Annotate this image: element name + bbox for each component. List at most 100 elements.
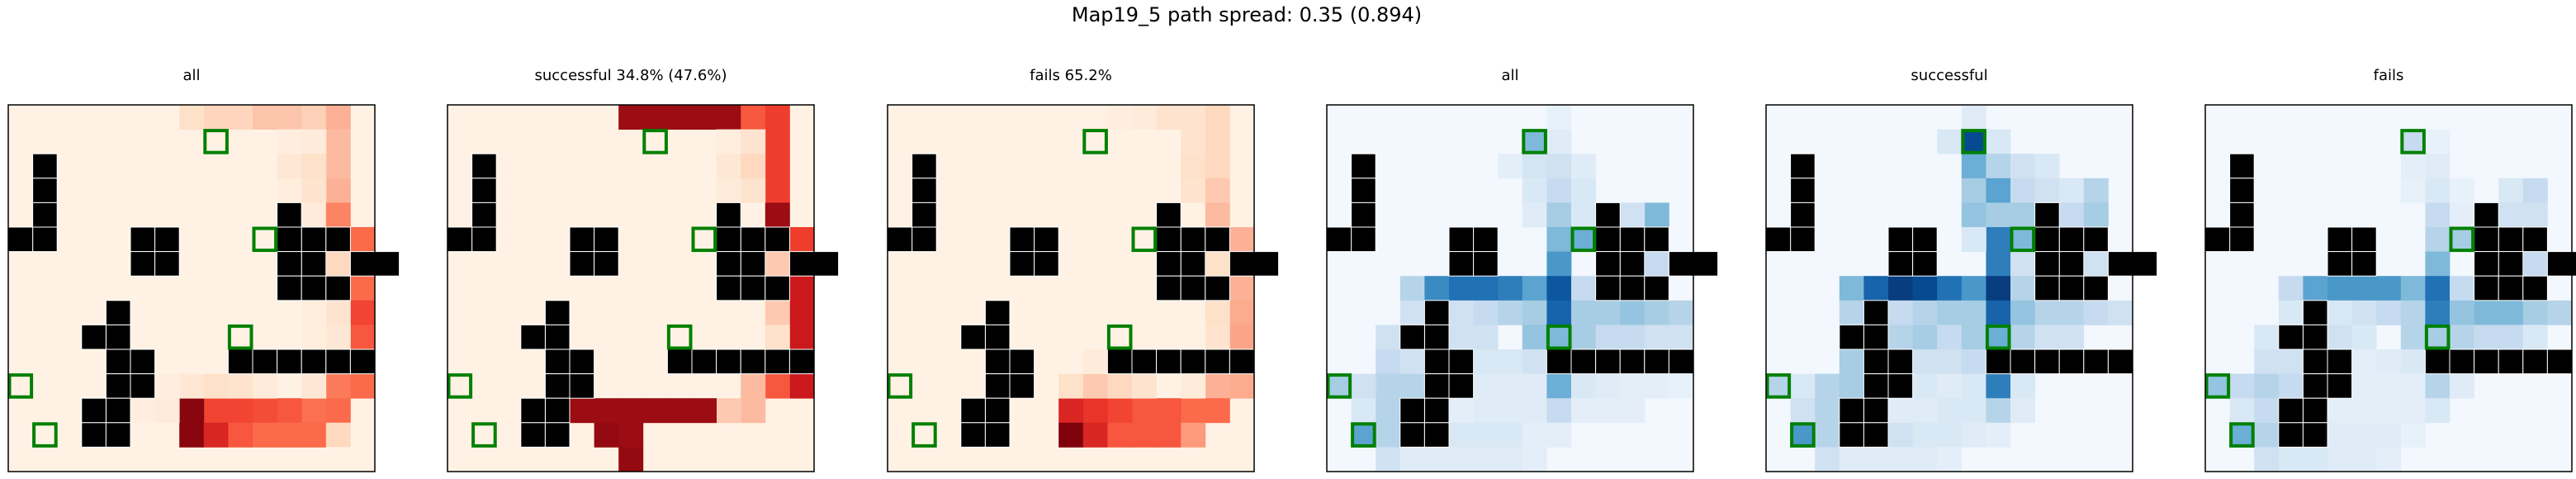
heat-cell — [1986, 422, 2011, 448]
heat-cell — [1473, 447, 1499, 472]
heat-cell — [1839, 447, 1864, 472]
heat-cell — [1571, 325, 1596, 350]
heat-cell — [1986, 129, 2011, 154]
wall-cell — [1205, 275, 1230, 301]
wall-cell — [544, 373, 571, 399]
wall-cell — [81, 397, 107, 424]
heat-cell — [1790, 373, 1816, 399]
heat-cell — [2034, 154, 2060, 179]
heat-cell — [2425, 129, 2451, 154]
heat-cell — [2278, 373, 2304, 399]
heat-cell — [1620, 300, 1646, 325]
goal-marker — [1106, 324, 1133, 350]
wall-cell — [1595, 226, 1621, 253]
wall-cell — [740, 349, 766, 375]
heat-cell — [2059, 300, 2085, 325]
wall-cell — [349, 349, 376, 375]
heat-cell — [2351, 422, 2377, 448]
heat-cell — [1522, 373, 1547, 399]
wall-cell — [1423, 373, 1450, 399]
wall-cell — [1839, 422, 1864, 448]
heat-cell — [1351, 373, 1376, 399]
heat-cell — [1449, 422, 1474, 448]
wall-cell — [2522, 349, 2548, 375]
heat-cell — [1595, 300, 1621, 325]
wall-cell — [765, 349, 790, 375]
heat-cell — [154, 373, 180, 399]
wall-cell — [1839, 397, 1864, 424]
panel-frame — [447, 104, 815, 472]
heat-cell — [2376, 373, 2402, 399]
wall-cell — [105, 349, 131, 375]
heat-cell — [1082, 398, 1108, 424]
heat-cell — [2498, 178, 2524, 203]
heat-cell — [350, 373, 376, 399]
wall-cell — [960, 422, 986, 448]
heat-cell — [1522, 447, 1547, 472]
wall-cell — [2302, 300, 2328, 325]
panel-frame — [2204, 104, 2573, 472]
heat-cell — [1522, 325, 1547, 350]
wall-cell — [2351, 226, 2377, 253]
wall-cell — [2522, 226, 2548, 253]
heat-cell — [277, 398, 302, 424]
wall-cell — [1253, 251, 1280, 277]
heat-cell — [1107, 398, 1133, 424]
wall-cell — [1351, 226, 1376, 253]
wall-cell — [130, 251, 156, 277]
heat-cell — [2400, 178, 2426, 203]
panel-title: successful 34.8% (47.6%) — [534, 67, 727, 84]
heat-cell — [2522, 300, 2548, 325]
heat-cell — [253, 105, 277, 130]
heat-cell — [1888, 300, 1913, 325]
heat-cell — [1058, 422, 1084, 448]
wall-cell — [912, 153, 937, 179]
heat-cell — [1498, 398, 1523, 424]
wall-cell — [471, 153, 497, 179]
heat-cell — [1986, 202, 2011, 228]
wall-cell — [912, 226, 937, 253]
goal-marker — [1131, 226, 1158, 253]
wall-cell — [544, 324, 571, 350]
heat-cell — [2254, 325, 2280, 350]
wall-cell — [520, 324, 546, 350]
heat-cell — [1473, 373, 1499, 399]
goal-marker — [642, 129, 668, 154]
heat-cell — [1082, 422, 1108, 448]
heat-cell — [301, 422, 327, 448]
wall-cell — [105, 373, 131, 399]
wall-cell — [301, 226, 327, 253]
goal-marker — [1082, 129, 1108, 154]
wall-cell — [2351, 251, 2377, 277]
heat-cell — [1912, 447, 1938, 472]
heat-cell — [765, 178, 790, 203]
heat-cell — [1815, 398, 1840, 424]
heat-cell — [1961, 398, 1986, 424]
heat-cell — [618, 105, 644, 130]
heat-cell — [765, 300, 790, 325]
wall-cell — [2278, 397, 2304, 424]
wall-cell — [2132, 251, 2158, 277]
heat-cell — [1399, 447, 1425, 472]
heat-cell — [1888, 276, 1913, 301]
heat-cell — [1546, 154, 1572, 179]
heat-cell — [2498, 202, 2524, 228]
heat-cell — [2425, 398, 2451, 424]
wall-cell — [130, 349, 156, 375]
wall-cell — [1180, 251, 1206, 277]
heat-cell — [350, 325, 376, 350]
wall-cell — [2034, 202, 2060, 228]
heat-cell — [179, 105, 205, 130]
heatmap-panel: all — [1326, 67, 1719, 472]
goal-marker — [1351, 422, 1376, 448]
heatmap-panel: successful 34.8% (47.6%) — [447, 67, 840, 472]
heat-cell — [350, 300, 376, 325]
heat-cell — [2278, 447, 2304, 472]
heat-cell — [716, 154, 741, 179]
wall-cell — [32, 226, 58, 253]
heat-cell — [2010, 398, 2035, 424]
wall-cell — [544, 397, 571, 424]
heat-cell — [2278, 349, 2304, 374]
heat-cell — [1205, 300, 1230, 325]
heat-cell — [1620, 398, 1646, 424]
